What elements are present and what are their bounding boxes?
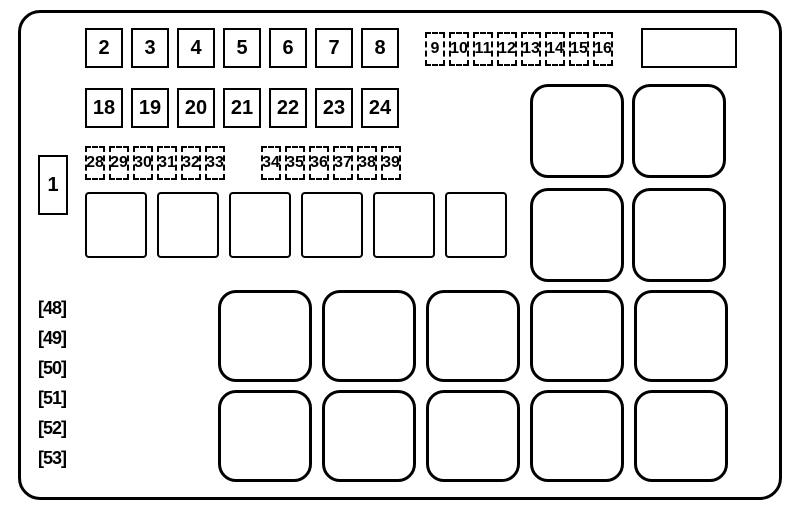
fuse-35: 35 [285, 146, 305, 180]
fuse-28: 28 [85, 146, 105, 180]
fuse-32: 32 [181, 146, 201, 180]
fuse-6-label: 6 [282, 37, 293, 60]
fuse-19-label: 19 [139, 97, 161, 120]
relay-grid-r0c2 [322, 290, 416, 382]
fuse-11: 11 [473, 32, 493, 66]
fuse-34-label: 34 [262, 154, 280, 172]
fuse-9: 9 [425, 32, 445, 66]
relay-grid-r1c4 [530, 390, 624, 482]
fuse-32-label: 32 [182, 154, 200, 172]
fuse-2: 2 [85, 28, 123, 68]
fuse-21: 21 [223, 88, 261, 128]
fuse-30: 30 [133, 146, 153, 180]
fuse-23-label: 23 [323, 97, 345, 120]
relay-small-4 [301, 192, 363, 258]
relay-small-2 [157, 192, 219, 258]
fuse-21-label: 21 [231, 97, 253, 120]
relay-right-top-2 [632, 84, 726, 178]
fuse-31-label: 31 [158, 154, 176, 172]
fuse-22: 22 [269, 88, 307, 128]
relay-right-mid-2 [632, 188, 726, 282]
fuse-10-label: 10 [450, 40, 468, 58]
fuse-37-label: 37 [334, 154, 352, 172]
relay-grid-r0c1 [218, 290, 312, 382]
fuse-31: 31 [157, 146, 177, 180]
fuse-4-label: 4 [190, 37, 201, 60]
fuse-36: 36 [309, 146, 329, 180]
fuse-1: 1 [38, 155, 68, 215]
fuse-38-label: 38 [358, 154, 376, 172]
fuse-10: 10 [449, 32, 469, 66]
relay-grid-r0c5 [634, 290, 728, 382]
fuse-38: 38 [357, 146, 377, 180]
relay-small-3 [229, 192, 291, 258]
fuse-5: 5 [223, 28, 261, 68]
relay-right-top-1 [530, 84, 624, 178]
relay-grid-r1c5 [634, 390, 728, 482]
bracket-label-52: [52] [38, 418, 66, 439]
bracket-label-49: [49] [38, 328, 66, 349]
fuse-1-label: 1 [47, 174, 58, 197]
fuse-7: 7 [315, 28, 353, 68]
fuse-14: 14 [545, 32, 565, 66]
fuse-36-label: 36 [310, 154, 328, 172]
fuse-29: 29 [109, 146, 129, 180]
fuse-24-label: 24 [369, 97, 391, 120]
relay-grid-r0c3 [426, 290, 520, 382]
fuse-12: 12 [497, 32, 517, 66]
fuse-8: 8 [361, 28, 399, 68]
fuse-3: 3 [131, 28, 169, 68]
fuse-7-label: 7 [328, 37, 339, 60]
fuse-2-label: 2 [98, 37, 109, 60]
fuse-28-label: 28 [86, 154, 104, 172]
fuse-30-label: 30 [134, 154, 152, 172]
bracket-label-48: [48] [38, 298, 66, 319]
fuse-34: 34 [261, 146, 281, 180]
relay-grid-r0c4 [530, 290, 624, 382]
fuse-12-label: 12 [498, 40, 516, 58]
fuse-33-label: 33 [206, 154, 224, 172]
fuse-5-label: 5 [236, 37, 247, 60]
fuse-39-label: 39 [382, 154, 400, 172]
fuse-16: 16 [593, 32, 613, 66]
fuse-3-label: 3 [144, 37, 155, 60]
diagram-stage: 2345678910111213141516181920212223241282… [18, 10, 782, 500]
fuse-37: 37 [333, 146, 353, 180]
fuse-13: 13 [521, 32, 541, 66]
fuse-20: 20 [177, 88, 215, 128]
fuse-22-label: 22 [277, 97, 299, 120]
bracket-label-51: [51] [38, 388, 66, 409]
fuse-18: 18 [85, 88, 123, 128]
relay-small-5 [373, 192, 435, 258]
fuse-20-label: 20 [185, 97, 207, 120]
fuse-8-label: 8 [374, 37, 385, 60]
fuse-16-label: 16 [594, 40, 612, 58]
blank-top-right [641, 28, 737, 68]
fuse-6: 6 [269, 28, 307, 68]
relay-small-1 [85, 192, 147, 258]
relay-grid-r1c3 [426, 390, 520, 482]
fuse-11-label: 11 [475, 40, 492, 58]
fuse-18-label: 18 [93, 97, 115, 120]
bracket-label-53: [53] [38, 448, 66, 469]
relay-right-mid-1 [530, 188, 624, 282]
fuse-13-label: 13 [522, 40, 540, 58]
fuse-35-label: 35 [286, 154, 304, 172]
relay-small-6 [445, 192, 507, 258]
bracket-label-50: [50] [38, 358, 66, 379]
fuse-24: 24 [361, 88, 399, 128]
fuse-14-label: 14 [546, 40, 564, 58]
relay-grid-r1c1 [218, 390, 312, 482]
fuse-29-label: 29 [110, 154, 128, 172]
fuse-15-label: 15 [570, 40, 588, 58]
relay-grid-r1c2 [322, 390, 416, 482]
fuse-33: 33 [205, 146, 225, 180]
fuse-4: 4 [177, 28, 215, 68]
fuse-23: 23 [315, 88, 353, 128]
fuse-9-label: 9 [431, 40, 440, 58]
fuse-19: 19 [131, 88, 169, 128]
fuse-15: 15 [569, 32, 589, 66]
fuse-39: 39 [381, 146, 401, 180]
